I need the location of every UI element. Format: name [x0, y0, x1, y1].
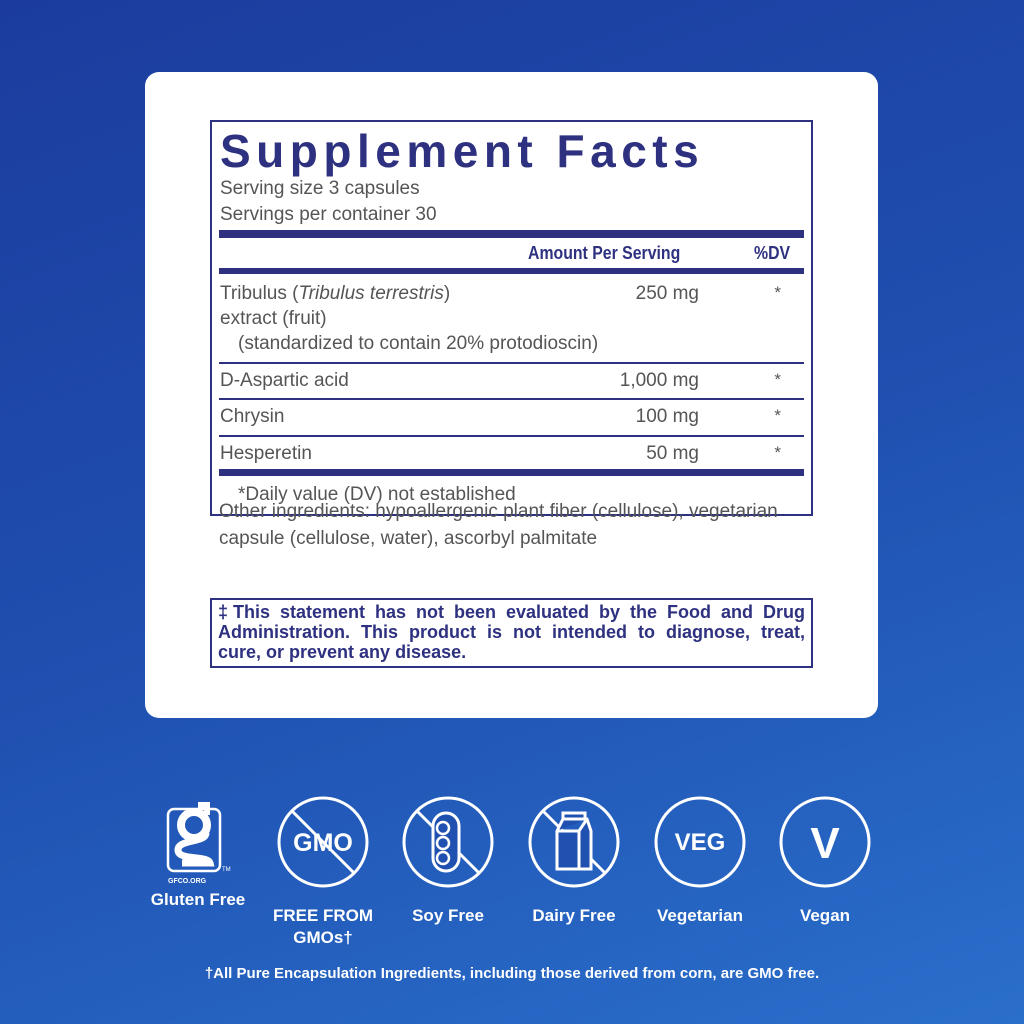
svg-text:GMO: GMO: [293, 829, 353, 857]
vegan-icon: V: [779, 796, 871, 888]
serving-size: Serving size 3 capsules: [220, 178, 420, 199]
badge-label: Soy Free: [412, 906, 484, 925]
gluten-free-logo-icon: TM GFCO.ORG: [166, 802, 231, 885]
dv: *: [774, 283, 781, 302]
divider: [219, 362, 804, 364]
supplement-facts-panel: Supplement Facts Serving size 3 capsules…: [210, 120, 813, 516]
dv-header: %DV: [754, 243, 791, 263]
badge-dairy-free: Dairy Free: [514, 795, 634, 927]
badge-vegetarian: VEG Vegetarian: [640, 795, 760, 927]
divider-thick: [219, 230, 804, 238]
servings-per-container: Servings per container 30: [220, 204, 437, 225]
badge-label: Vegan: [799, 906, 851, 925]
fda-disclaimer: ‡This statement has not been evaluated b…: [210, 598, 813, 668]
divider-thick: [219, 268, 804, 274]
svg-text:V: V: [810, 819, 840, 868]
svg-text:TM: TM: [222, 867, 231, 873]
dairy-free-icon: [528, 796, 620, 888]
gmo-footnote: †All Pure Encapsulation Ingredients, inc…: [204, 965, 820, 982]
badge-vegan: V Vegan: [765, 795, 885, 927]
divider: [219, 435, 804, 437]
supplement-facts-card: Supplement Facts Serving size 3 capsules…: [145, 72, 878, 718]
divider: [219, 398, 804, 400]
amount-header: Amount Per Serving: [528, 243, 681, 263]
other-ingredients: Other ingredients: hypoallergenic plant …: [219, 501, 778, 549]
vegetarian-icon: VEG: [654, 796, 746, 888]
svg-text:VEG: VEG: [675, 829, 726, 856]
badge-label: Gluten Free: [150, 890, 246, 909]
badge-gmo-free: GMO FREE FROM GMOs†: [263, 795, 383, 949]
facts-title: Supplement Facts: [220, 125, 705, 177]
svg-text:GFCO.ORG: GFCO.ORG: [168, 878, 207, 885]
amount: 250 mg: [635, 283, 699, 304]
soy-free-icon: [402, 796, 494, 888]
dv-footnote: *Daily value (DV) not established: [238, 484, 516, 505]
badge-soy-free: Soy Free: [388, 795, 508, 927]
badge-label: Vegetarian: [657, 906, 743, 925]
badge-label: Dairy Free: [532, 906, 616, 925]
badge-label: FREE FROM GMOs†: [272, 906, 374, 947]
no-gmo-icon: GMO: [277, 796, 369, 888]
divider-thick: [219, 469, 804, 476]
badge-gluten-free: TM GFCO.ORG Gluten Free: [138, 795, 258, 911]
